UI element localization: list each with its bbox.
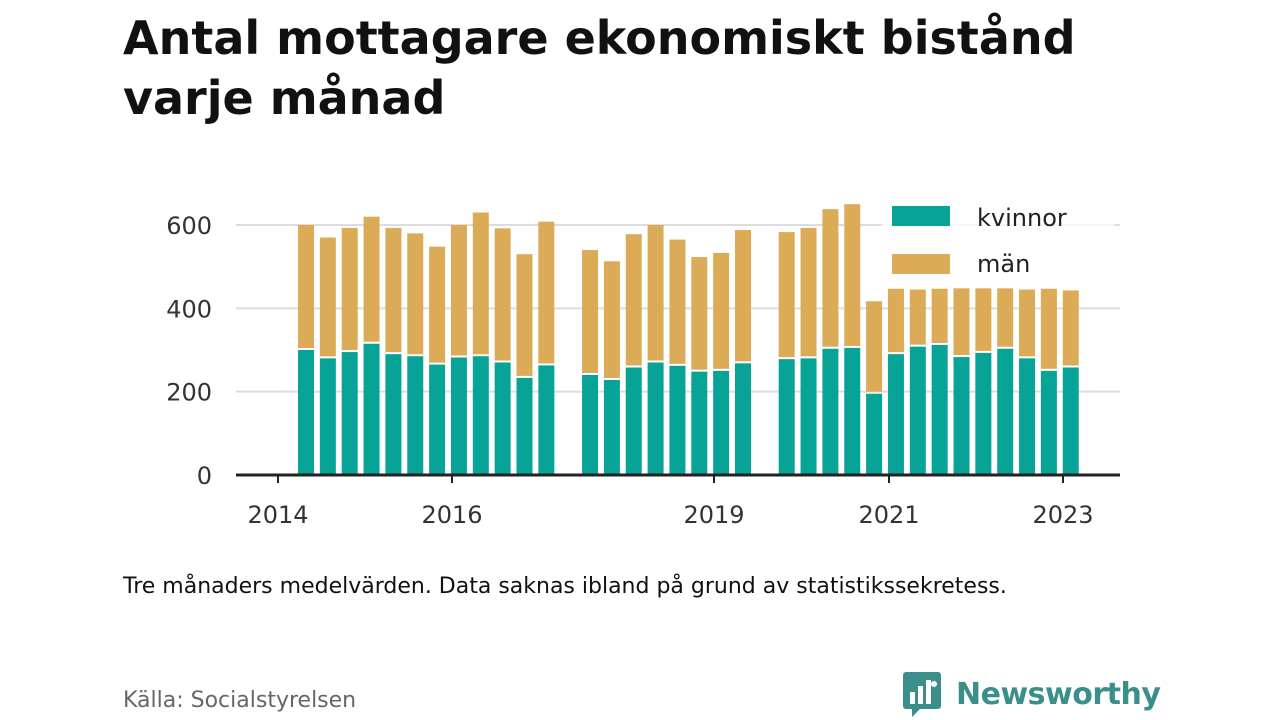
bar-man [538, 221, 555, 364]
legend: kvinnor män [882, 196, 1114, 286]
bar-man [1040, 288, 1057, 369]
bar-kvinnor [800, 358, 817, 475]
bar-kvinnor [647, 362, 664, 475]
brand-name: Newsworthy [956, 676, 1161, 712]
bar-man [472, 212, 489, 355]
bar-kvinnor [909, 346, 926, 475]
legend-swatch-kvinnor [892, 206, 950, 226]
bar-kvinnor [822, 348, 839, 475]
bar-man [778, 232, 795, 358]
x-tick-label: 2023 [1032, 501, 1093, 529]
bar-man [450, 225, 467, 356]
bar-kvinnor [341, 352, 358, 475]
bar-man [997, 288, 1014, 347]
bar-man [341, 227, 358, 351]
bar-man [669, 239, 686, 364]
bars [298, 204, 1079, 475]
bar-man [298, 225, 314, 348]
bar-man [822, 209, 839, 347]
bar-kvinnor [844, 347, 861, 475]
bar-man [1062, 290, 1079, 366]
bar-man [1019, 289, 1036, 357]
bar-kvinnor [1040, 370, 1057, 475]
chart-note: Tre månaders medelvärden. Data saknas ib… [123, 574, 1007, 599]
bar-kvinnor [516, 377, 533, 475]
bar-man [735, 230, 751, 362]
bar-chart-speech-bubble-icon [903, 672, 941, 717]
y-axis: 0 200 400 600 [166, 212, 212, 490]
y-tick-label: 200 [166, 379, 212, 407]
legend-label-kvinnor: kvinnor [977, 204, 1067, 232]
bar-man [866, 301, 883, 392]
bar-man [691, 257, 708, 370]
bar-man [603, 261, 620, 378]
bar-kvinnor [691, 371, 708, 475]
bar-kvinnor [931, 345, 948, 475]
bar-man [385, 227, 402, 353]
bar-kvinnor [450, 357, 467, 475]
bar-kvinnor [407, 356, 424, 475]
x-tick-label: 2016 [421, 501, 482, 529]
bar-man [909, 289, 926, 345]
bar-man [647, 225, 664, 361]
bar-kvinnor [472, 356, 489, 475]
bar-kvinnor [997, 348, 1014, 475]
bar-man [975, 288, 992, 351]
bar-man [516, 254, 533, 376]
bar-man [953, 288, 970, 356]
bar-kvinnor [887, 354, 904, 475]
bar-man [494, 228, 511, 361]
bar-kvinnor [363, 343, 380, 475]
bar-kvinnor [494, 362, 511, 475]
brand-logo: Newsworthy [902, 670, 1161, 718]
bar-kvinnor [385, 354, 402, 475]
x-tick-label: 2014 [247, 501, 308, 529]
source-label: Källa: Socialstyrelsen [123, 688, 357, 713]
bar-kvinnor [298, 350, 314, 475]
y-tick-label: 600 [166, 212, 212, 240]
bar-man [429, 246, 446, 363]
y-tick-label: 400 [166, 295, 212, 323]
bar-man [363, 216, 380, 342]
bar-kvinnor [713, 370, 730, 475]
bar-man [319, 237, 336, 357]
bar-kvinnor [669, 365, 686, 475]
bar-kvinnor [1019, 358, 1036, 475]
chart-title: Antal mottagare ekonomiskt bistånd varje… [123, 11, 1076, 125]
bar-man [713, 252, 730, 369]
bar-kvinnor [953, 357, 970, 475]
bar-man [625, 234, 642, 366]
bar-kvinnor [538, 365, 555, 475]
bar-man [887, 288, 904, 353]
bar-kvinnor [582, 375, 599, 475]
legend-swatch-man [892, 254, 950, 274]
bar-man [800, 227, 817, 357]
bar-man [582, 250, 599, 373]
bar-kvinnor [625, 367, 642, 475]
bar-kvinnor [1062, 367, 1079, 475]
bar-kvinnor [603, 380, 620, 475]
bar-kvinnor [778, 359, 795, 475]
bar-kvinnor [429, 364, 446, 475]
x-axis: 2014 2016 2019 2021 2023 [236, 473, 1120, 529]
bar-kvinnor [866, 393, 883, 475]
bar-kvinnor [975, 352, 992, 475]
x-tick-label: 2021 [858, 501, 919, 529]
legend-label-man: män [977, 250, 1030, 278]
x-tick-label: 2019 [683, 501, 744, 529]
bar-man [931, 288, 948, 343]
bar-kvinnor [319, 358, 336, 475]
bar-kvinnor [735, 363, 751, 475]
bar-man [844, 204, 861, 346]
y-tick-label: 0 [197, 462, 212, 490]
bar-man [407, 233, 424, 355]
